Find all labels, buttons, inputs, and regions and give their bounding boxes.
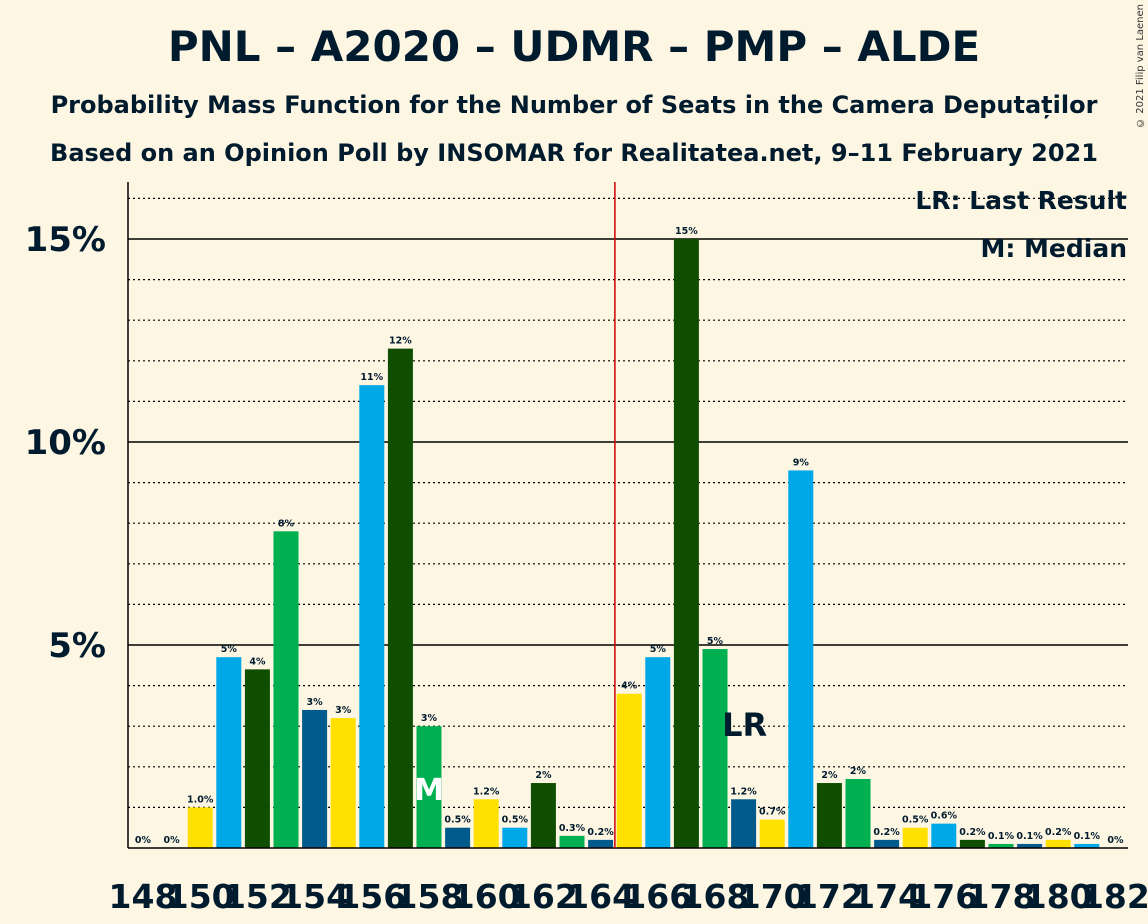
x-tick-label: 152 xyxy=(223,877,292,916)
data-label: 0.2% xyxy=(587,827,614,838)
bar-seats-180 xyxy=(1045,839,1071,848)
data-label: 0.2% xyxy=(873,827,900,838)
data-label: 1.0% xyxy=(187,794,214,805)
bar-seats-152 xyxy=(244,669,270,848)
x-tick-label: 170 xyxy=(738,877,807,916)
bar-seats-169 xyxy=(731,799,757,848)
y-tick-label: 15% xyxy=(25,220,106,260)
bar-seats-153 xyxy=(273,531,299,848)
x-tick-label: 174 xyxy=(852,877,921,916)
bar-seats-157 xyxy=(387,348,413,848)
data-label: 1.2% xyxy=(473,786,500,797)
data-label: 0.5% xyxy=(502,815,529,826)
bar-seats-179 xyxy=(1017,843,1043,848)
x-tick-label: 164 xyxy=(566,877,635,916)
data-label: 0.2% xyxy=(959,827,986,838)
bar-seats-159 xyxy=(445,827,471,848)
x-tick-label: 168 xyxy=(681,877,750,916)
x-tick-label: 166 xyxy=(623,877,692,916)
x-tick-label: 172 xyxy=(795,877,864,916)
data-label: 0% xyxy=(135,835,152,846)
data-label: 0.1% xyxy=(1016,831,1043,842)
data-label: 0.1% xyxy=(988,831,1015,842)
bar-seats-161 xyxy=(502,827,528,848)
bar-seats-170 xyxy=(759,819,785,848)
data-label: 0.3% xyxy=(559,823,586,834)
bar-seats-158 xyxy=(416,726,442,848)
y-tick-label: 5% xyxy=(48,626,106,666)
x-tick-label: 154 xyxy=(280,877,349,916)
x-tick-label: 182 xyxy=(1081,877,1148,916)
data-label: 0.7% xyxy=(759,807,786,818)
data-label: 0.2% xyxy=(1045,827,1072,838)
data-label: 3% xyxy=(335,705,352,716)
y-tick-label: 10% xyxy=(25,423,106,463)
data-label: 2% xyxy=(535,770,552,781)
data-label: 0.5% xyxy=(902,815,929,826)
data-label: 0.5% xyxy=(444,815,471,826)
x-tick-label: 180 xyxy=(1024,877,1093,916)
x-tick-label: 160 xyxy=(452,877,521,916)
bar-seats-178 xyxy=(988,843,1014,848)
bar-seats-164 xyxy=(588,839,614,848)
data-label: 4% xyxy=(621,681,638,692)
data-label: 0% xyxy=(1107,835,1124,846)
data-label: 0% xyxy=(164,835,181,846)
data-label: 0.1% xyxy=(1074,831,1101,842)
data-label: 3% xyxy=(307,697,324,708)
data-label: 5% xyxy=(221,644,238,655)
bar-seats-176 xyxy=(931,823,957,848)
bar-seats-165 xyxy=(616,693,642,848)
bar-seats-167 xyxy=(673,239,699,848)
x-tick-label: 148 xyxy=(109,877,178,916)
bar-seats-162 xyxy=(530,783,556,848)
chart-source-line: Based on an Opinion Poll by INSOMAR for … xyxy=(50,139,1098,167)
bar-seats-160 xyxy=(473,799,499,848)
bar-seats-177 xyxy=(959,839,985,848)
bar-seats-175 xyxy=(902,827,928,848)
bar-seats-163 xyxy=(559,835,585,848)
x-tick-label: 176 xyxy=(909,877,978,916)
chart-title: PNL – A2020 – UDMR – PMP – ALDE xyxy=(167,22,981,71)
x-tick-label: 162 xyxy=(509,877,578,916)
bar-seats-150 xyxy=(187,807,213,848)
data-label: 1.2% xyxy=(730,786,757,797)
bar-seats-156 xyxy=(359,385,385,848)
chart-subtitle: Probability Mass Function for the Number… xyxy=(50,91,1098,119)
data-label: 2% xyxy=(850,766,867,777)
data-label: 9% xyxy=(793,457,810,468)
data-label: 11% xyxy=(360,372,383,383)
x-tick-label: 158 xyxy=(395,877,464,916)
bar-seats-155 xyxy=(330,718,356,848)
bar-seats-166 xyxy=(645,657,671,848)
data-label: 4% xyxy=(249,656,266,667)
legend-last-result: LR: Last Result xyxy=(915,186,1127,215)
bar-seats-154 xyxy=(302,709,328,848)
median-marker: M xyxy=(414,773,444,808)
x-tick-label: 178 xyxy=(967,877,1036,916)
x-tick-label: 150 xyxy=(166,877,235,916)
data-label: 3% xyxy=(421,713,438,724)
bar-seats-171 xyxy=(788,470,814,848)
x-tick-label: 156 xyxy=(337,877,406,916)
data-label: 0.6% xyxy=(931,811,958,822)
data-label: 5% xyxy=(650,644,667,655)
bar-seats-173 xyxy=(845,778,871,848)
data-label: 12% xyxy=(389,336,412,347)
bar-seats-172 xyxy=(816,783,842,848)
bar-seats-168 xyxy=(702,649,728,848)
legend-median: M: Median xyxy=(980,234,1127,263)
bar-seats-151 xyxy=(216,657,242,848)
bar-seats-174 xyxy=(874,839,900,848)
bar-seats-181 xyxy=(1074,843,1100,848)
data-label: 8% xyxy=(278,518,295,529)
data-label: 5% xyxy=(707,636,724,647)
last-result-marker: LR xyxy=(722,706,767,744)
data-label: 2% xyxy=(821,770,838,781)
data-label: 15% xyxy=(675,226,698,237)
